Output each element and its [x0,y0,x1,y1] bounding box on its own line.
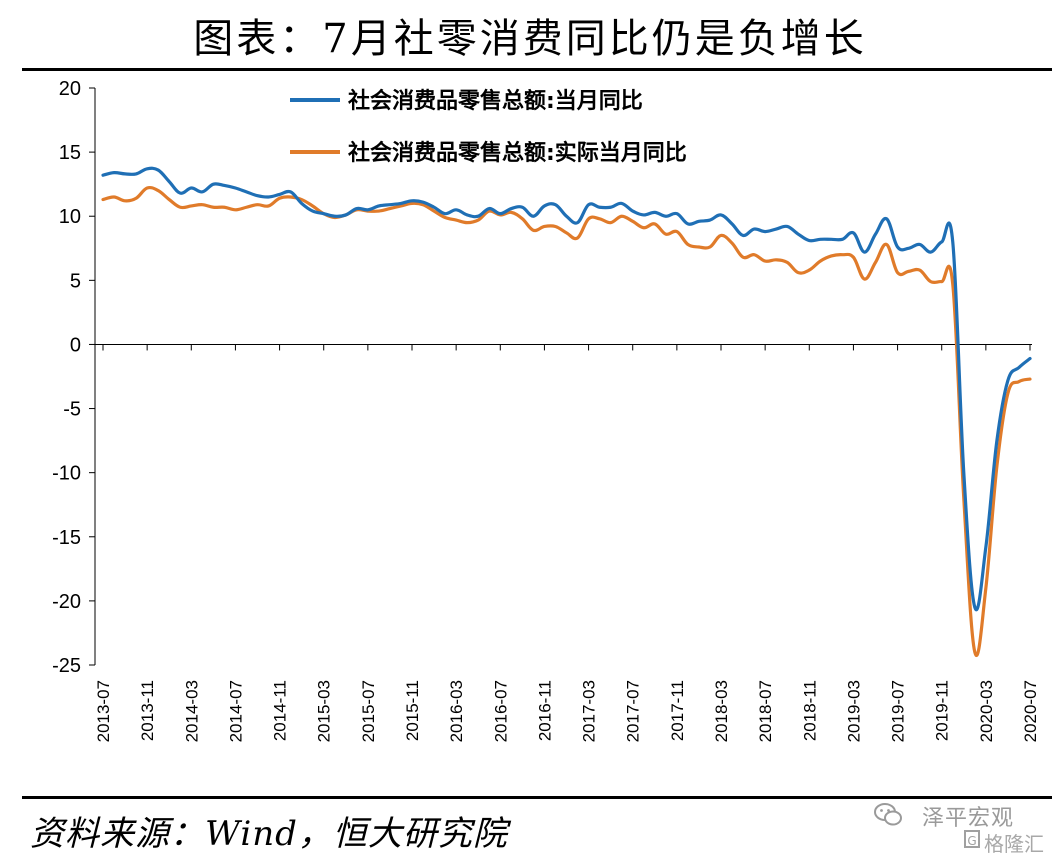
y-tick-label: 5 [70,270,81,292]
x-tick-label: 2014-11 [271,680,290,741]
y-tick-label: 15 [59,142,81,164]
chart-axes: 20 15 10 5 0 -5 -10 -15 -20 -25 2013-07 2013-11 2014… [52,78,1040,742]
source-note: 资料来源：Wind，恒大研究院 [30,814,508,854]
x-tick-label: 2015-07 [359,680,378,742]
x-tick-label: 2018-03 [712,680,731,742]
chart-title: 图表：7月社零消费同比仍是负增长 [193,16,867,62]
bottom-rule [22,796,1052,799]
x-tick-label: 2013-07 [94,680,113,742]
gelonghui-icon: G [964,830,980,848]
x-tick-label: 2014-07 [226,680,245,742]
x-tick-label: 2015-11 [403,680,422,741]
x-tick-label: 2015-03 [315,680,334,742]
x-tick-label: 2016-07 [491,680,510,742]
x-tick-label: 2018-11 [800,680,819,741]
y-tick-label: -5 [63,399,81,421]
y-tick-label: -20 [52,591,81,613]
wechat-icon [874,803,902,826]
series-line-1 [101,185,1032,657]
y-tick-label: -25 [52,655,81,677]
legend-label-0: 社会消费品零售总额:当月同比 [348,88,643,114]
y-tick-label: 0 [70,334,81,356]
watermark-line1: 泽平宏观 [922,806,1015,831]
x-tick-label: 2019-03 [844,680,863,742]
y-tick-label: 10 [59,206,81,228]
y-tick-label: -15 [52,527,81,549]
x-tick-label: 2018-07 [756,680,775,742]
top-rule [22,68,1052,71]
y-tick-label: 20 [59,78,81,100]
x-tick-label: 2014-03 [182,680,201,742]
y-tick-label: -10 [52,463,81,485]
x-tick-label: 2019-07 [889,680,908,742]
legend-label-1: 社会消费品零售总额:实际当月同比 [348,140,687,166]
chart-series [101,166,1032,657]
x-tick-label: 2019-11 [933,680,952,741]
watermark: 泽平宏观 G 格隆汇 [874,798,1054,858]
x-tick-label: 2016-11 [535,680,554,741]
x-tick-label: 2017-11 [668,680,687,741]
x-tick-label: 2016-03 [447,680,466,742]
x-tick-label: 2017-07 [624,680,643,742]
watermark-line2: 格隆汇 [984,832,1044,856]
x-tick-label: 2020-03 [977,680,996,742]
x-tick-label: 2017-03 [580,680,599,742]
series-line-0 [101,166,1032,612]
x-tick-label: 2020-07 [1021,680,1040,742]
line-chart: 20 15 10 5 0 -5 -10 -15 -20 -25 2013-07 2013-11 2014… [52,78,1040,742]
x-tick-label: 2013-11 [138,680,157,741]
